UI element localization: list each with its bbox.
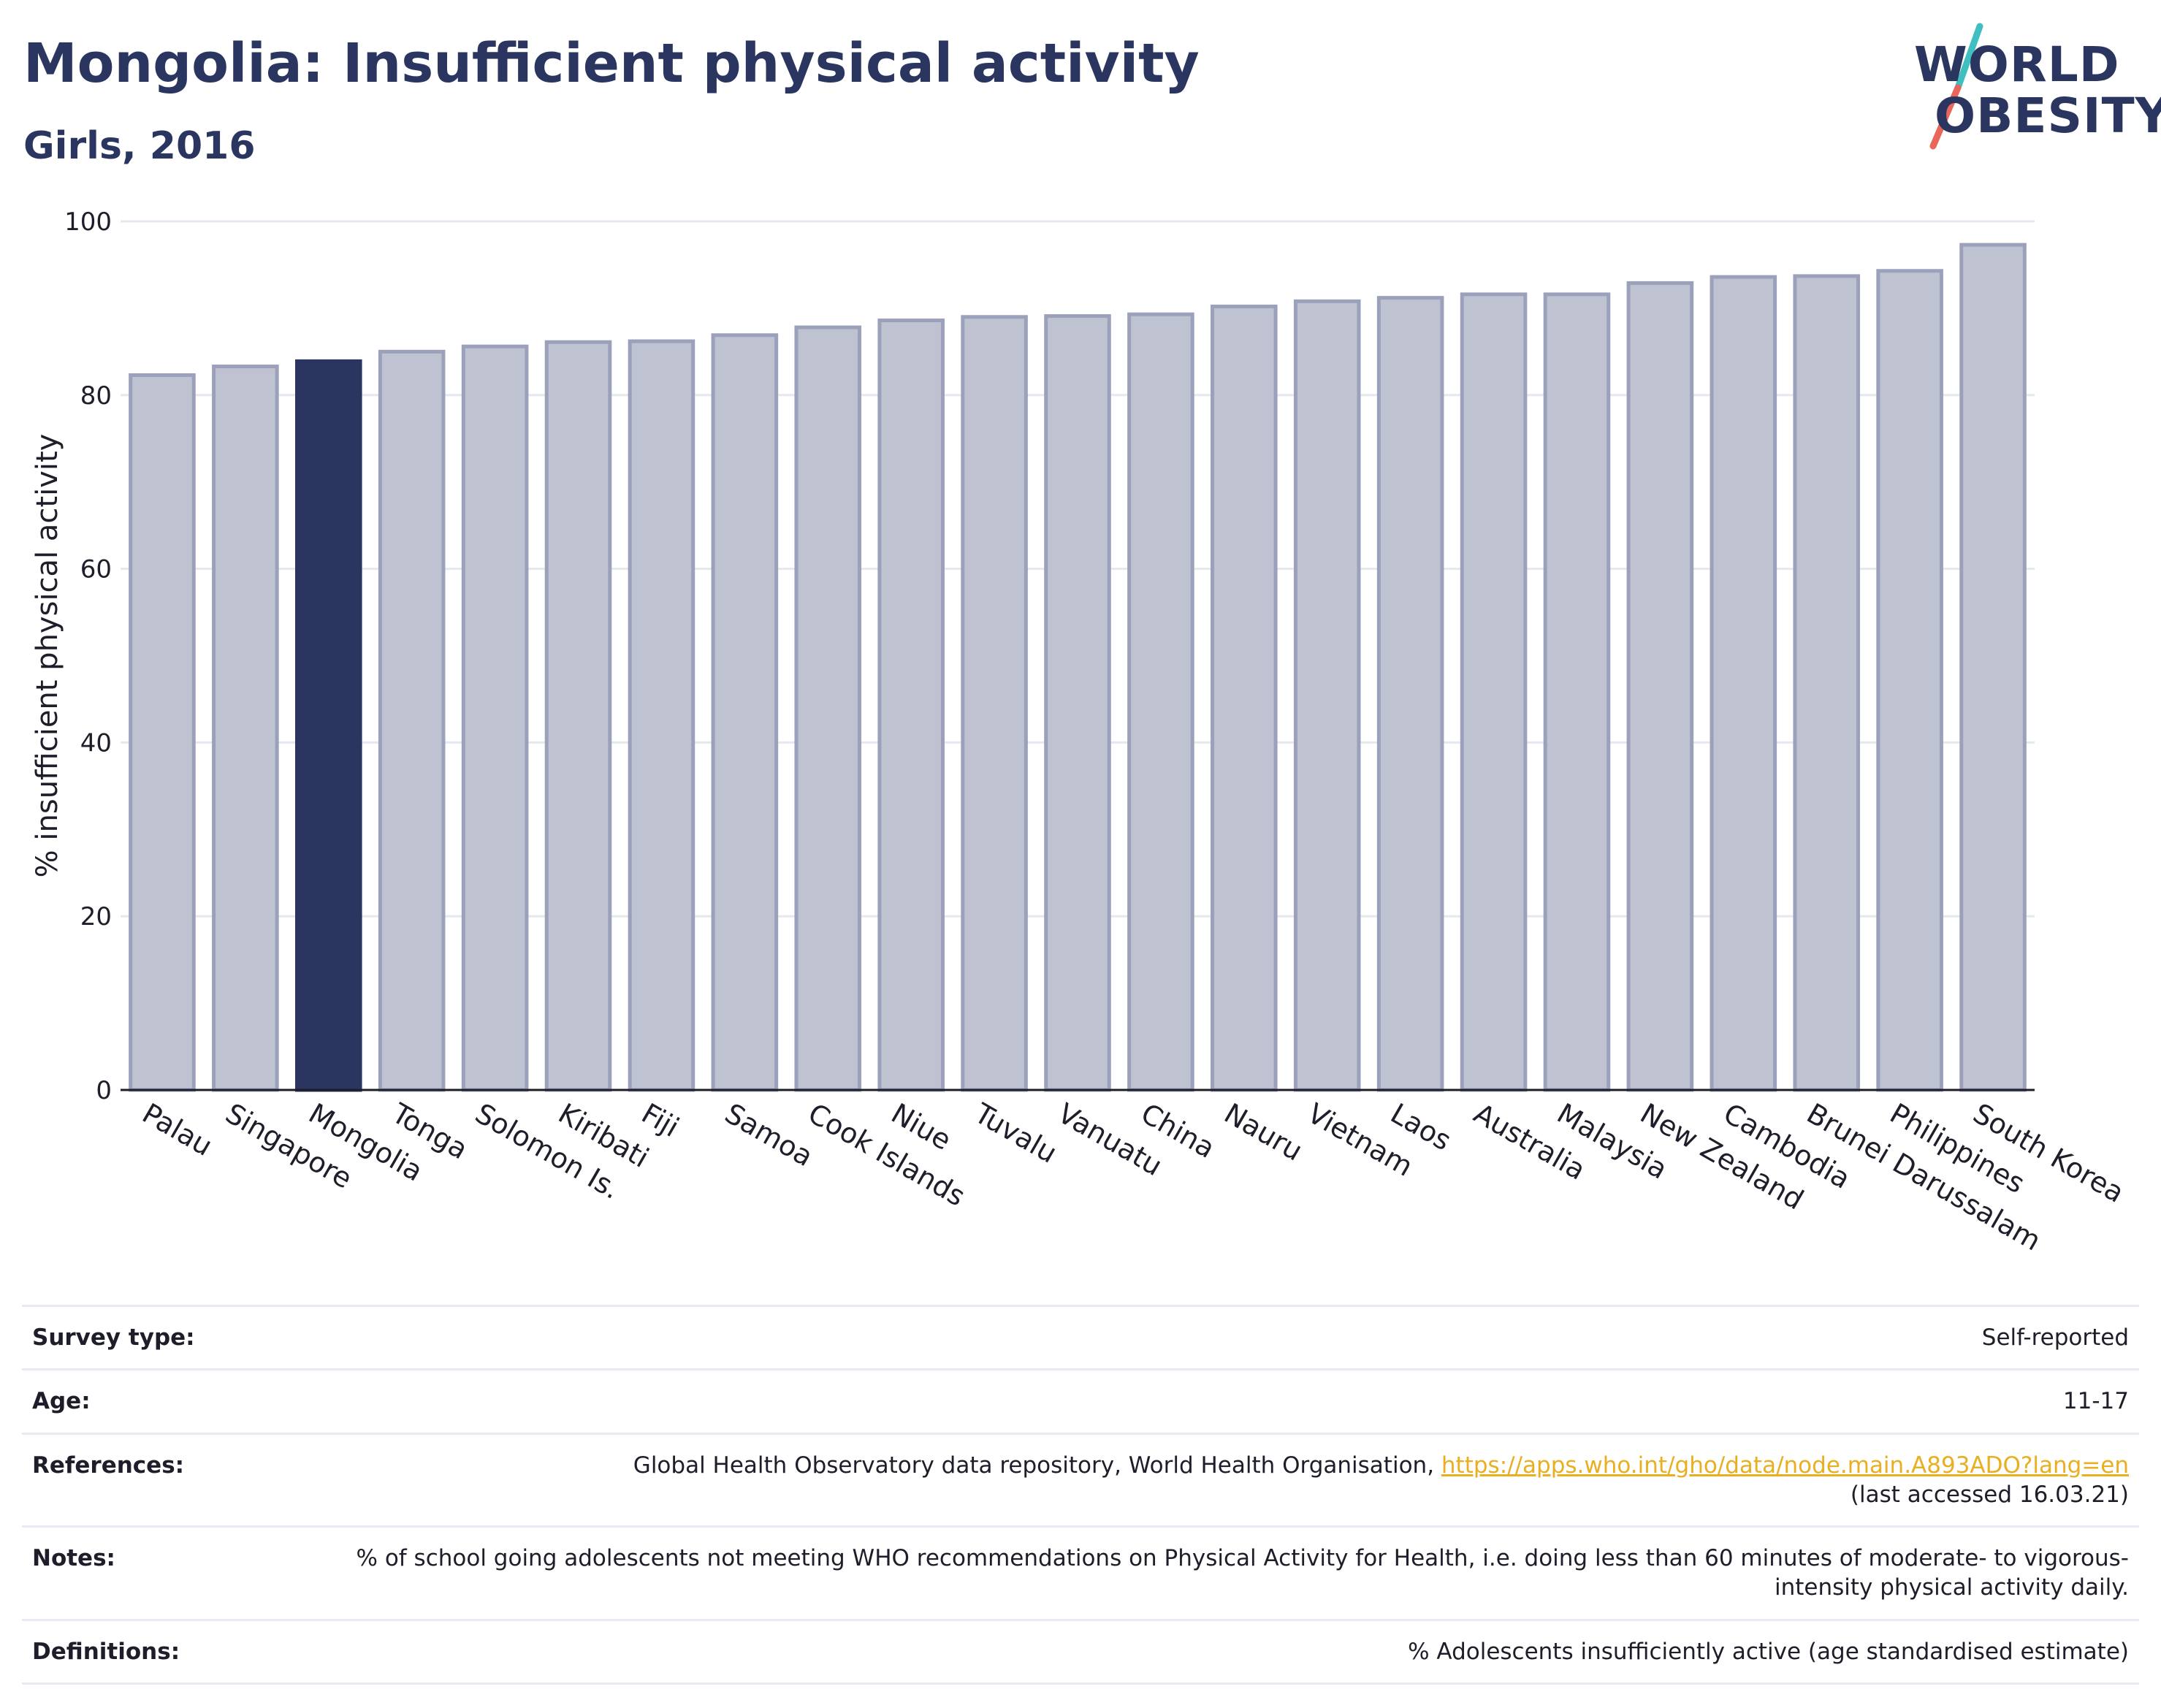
bar-singapore xyxy=(212,365,279,1092)
info-key: Age: xyxy=(32,1388,91,1415)
bar-south-korea xyxy=(1959,243,2027,1092)
x-tick-label: Tuvalu xyxy=(969,1097,1062,1170)
info-value: 11-17 xyxy=(2062,1388,2129,1415)
bar-vietnam xyxy=(1293,299,1361,1092)
y-tick-label: 100 xyxy=(64,207,112,237)
bars xyxy=(129,243,2027,1092)
bar-niue xyxy=(877,319,945,1092)
bar-tonga xyxy=(378,349,446,1092)
x-tick-label: Samoa xyxy=(720,1097,818,1173)
bar-cook-islands xyxy=(794,325,862,1092)
info-key: Notes: xyxy=(32,1545,115,1572)
bar-kiribati xyxy=(544,340,612,1092)
y-axis-label: % insufficient physical activity xyxy=(31,434,64,878)
info-row-notes: Notes: % of school going adolescents not… xyxy=(22,1526,2139,1620)
logo-slash-icon xyxy=(1929,23,1983,150)
bar-china xyxy=(1127,312,1194,1092)
bar-malaysia xyxy=(1543,292,1611,1092)
bar-vanuatu xyxy=(1044,314,1111,1092)
x-tick-label: Cook Islands xyxy=(803,1097,971,1213)
y-tick-label: 20 xyxy=(80,902,112,931)
bar-laos xyxy=(1376,296,1444,1092)
y-tick-label: 80 xyxy=(80,381,112,411)
x-tick-label: Palau xyxy=(137,1097,218,1162)
info-key: References: xyxy=(32,1452,185,1479)
world-obesity-logo: WORLD OBESITY xyxy=(1899,15,2161,161)
info-value: % of school going adolescents not meetin… xyxy=(356,1545,2129,1601)
info-row-definitions: Definitions: % Adolescents insufficientl… xyxy=(22,1620,2139,1684)
info-row-survey-type: Survey type: Self-reported xyxy=(22,1305,2139,1370)
x-tick-label: Fiji xyxy=(636,1097,685,1143)
bar-fiji xyxy=(628,339,695,1092)
bar-solomon-is xyxy=(461,344,529,1092)
info-value: % Adolescents insufficiently active (age… xyxy=(1408,1638,2129,1665)
info-value: Global Health Observatory data repositor… xyxy=(335,1433,2139,1527)
y-tick-label: 0 xyxy=(96,1076,112,1105)
y-tick-label: 40 xyxy=(80,728,112,758)
bar-australia xyxy=(1460,292,1528,1092)
chart-title: Mongolia: Insufficient physical activity xyxy=(23,32,1200,95)
info-key: Survey type: xyxy=(32,1324,195,1351)
reference-link[interactable]: https://apps.who.int/gho/data/node.main.… xyxy=(1441,1452,2129,1479)
reference-accessed: (last accessed 16.03.21) xyxy=(1850,1481,2129,1508)
info-row-references: References: Global Health Observatory da… xyxy=(22,1433,2139,1527)
y-tick-label: 60 xyxy=(80,555,112,584)
bar-philippines xyxy=(1876,269,1943,1092)
logo-text-obesity: OBESITY xyxy=(1935,88,2161,144)
x-tick-label: Nauru xyxy=(1219,1097,1308,1167)
bar-samoa xyxy=(711,333,779,1092)
info-table: Survey type: Self-reported Age: 11-17 Re… xyxy=(22,1305,2139,1685)
bar-nauru xyxy=(1211,305,1278,1092)
bar-brunei-darussalam xyxy=(1793,274,1861,1092)
bar-tuvalu xyxy=(961,315,1028,1092)
logo-text-world: WORLD xyxy=(1914,37,2120,93)
chart-subtitle: Girls, 2016 xyxy=(23,124,256,168)
bar-new-zealand xyxy=(1626,281,1694,1092)
info-row-age: Age: 11-17 xyxy=(22,1369,2139,1433)
bar-cambodia xyxy=(1710,275,1777,1092)
reference-text: Global Health Observatory data repositor… xyxy=(633,1452,1435,1479)
bar-palau xyxy=(129,373,196,1092)
info-key: Definitions: xyxy=(32,1638,180,1665)
bar-mongolia xyxy=(294,359,362,1092)
info-value: Self-reported xyxy=(1981,1324,2129,1351)
